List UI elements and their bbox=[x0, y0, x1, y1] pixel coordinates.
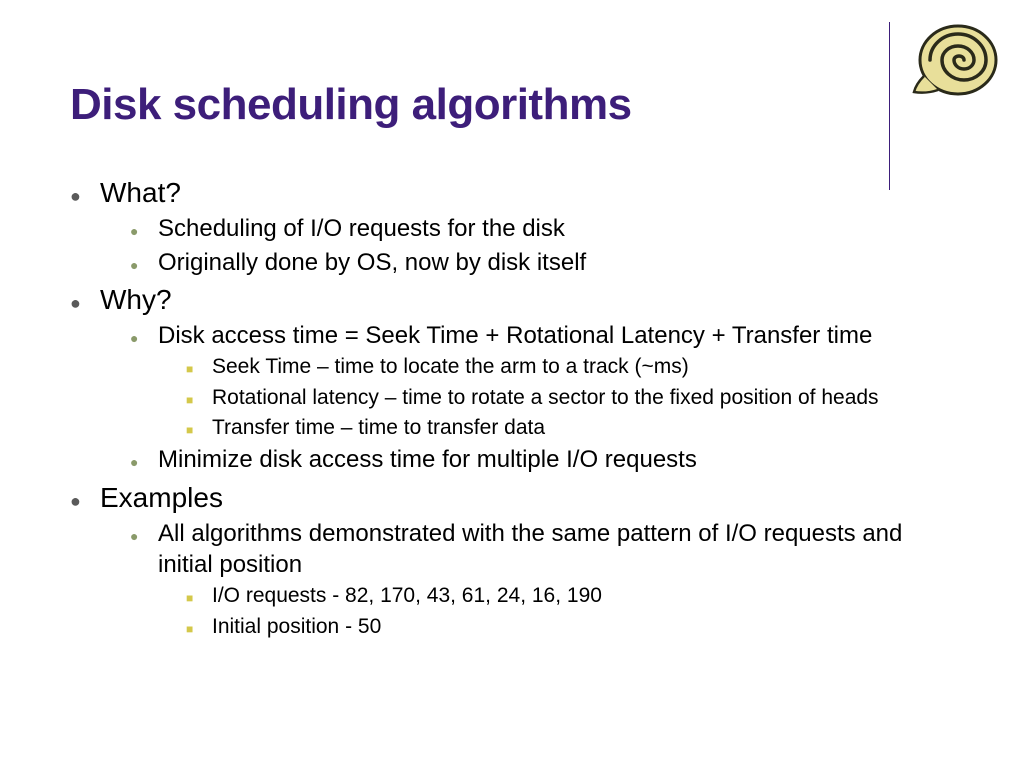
list-row: ■I/O requests - 82, 170, 43, 61, 24, 16,… bbox=[186, 582, 954, 610]
list-row: ●All algorithms demonstrated with the sa… bbox=[130, 518, 954, 580]
bullet-icon: ● bbox=[70, 185, 100, 208]
list-item-text: Scheduling of I/O requests for the disk bbox=[158, 213, 954, 244]
bullet-icon: ■ bbox=[186, 422, 212, 438]
bullet-icon: ● bbox=[130, 329, 158, 347]
list-row: ●Disk access time = Seek Time + Rotation… bbox=[130, 320, 954, 351]
list-item-text: All algorithms demonstrated with the sam… bbox=[158, 518, 954, 580]
sub-list: ■I/O requests - 82, 170, 43, 61, 24, 16,… bbox=[186, 582, 954, 641]
list-item: ●Originally done by OS, now by disk itse… bbox=[130, 247, 954, 278]
snail-icon bbox=[908, 16, 1002, 98]
list-row: ●What? bbox=[70, 175, 954, 211]
list-row: ●Originally done by OS, now by disk itse… bbox=[130, 247, 954, 278]
list-item-text: Examples bbox=[100, 480, 954, 516]
list-row: ●Scheduling of I/O requests for the disk bbox=[130, 213, 954, 244]
bullet-icon: ■ bbox=[186, 392, 212, 408]
sub-list: ■Seek Time – time to locate the arm to a… bbox=[186, 353, 954, 442]
sub-list: ●Scheduling of I/O requests for the disk… bbox=[130, 213, 954, 277]
bullet-icon: ● bbox=[70, 490, 100, 513]
list-item-text: Seek Time – time to locate the arm to a … bbox=[212, 353, 954, 381]
content-area: ●What?●Scheduling of I/O requests for th… bbox=[70, 175, 954, 645]
vertical-divider bbox=[889, 22, 890, 190]
list-item-text: What? bbox=[100, 175, 954, 211]
list-row: ●Minimize disk access time for multiple … bbox=[130, 444, 954, 475]
slide-title: Disk scheduling algorithms bbox=[70, 80, 890, 130]
list-item-text: Rotational latency – time to rotate a se… bbox=[212, 384, 954, 412]
list-item: ●Scheduling of I/O requests for the disk bbox=[130, 213, 954, 244]
bullet-list: ●What?●Scheduling of I/O requests for th… bbox=[70, 175, 954, 641]
list-item: ■I/O requests - 82, 170, 43, 61, 24, 16,… bbox=[186, 582, 954, 610]
list-row: ■Initial position - 50 bbox=[186, 613, 954, 641]
list-row: ■Seek Time – time to locate the arm to a… bbox=[186, 353, 954, 381]
bullet-icon: ■ bbox=[186, 361, 212, 377]
list-item-text: Initial position - 50 bbox=[212, 613, 954, 641]
sub-list: ●All algorithms demonstrated with the sa… bbox=[130, 518, 954, 641]
list-item: ■Rotational latency – time to rotate a s… bbox=[186, 384, 954, 412]
list-item: ■Seek Time – time to locate the arm to a… bbox=[186, 353, 954, 381]
list-item-text: Originally done by OS, now by disk itsel… bbox=[158, 247, 954, 278]
list-item: ●All algorithms demonstrated with the sa… bbox=[130, 518, 954, 641]
list-item: ■Transfer time – time to transfer data bbox=[186, 414, 954, 442]
bullet-icon: ● bbox=[130, 256, 158, 274]
sub-list: ●Disk access time = Seek Time + Rotation… bbox=[130, 320, 954, 475]
list-row: ●Why? bbox=[70, 282, 954, 318]
list-item: ■Initial position - 50 bbox=[186, 613, 954, 641]
title-area: Disk scheduling algorithms bbox=[70, 80, 890, 130]
list-item-text: Disk access time = Seek Time + Rotationa… bbox=[158, 320, 954, 351]
list-row: ●Examples bbox=[70, 480, 954, 516]
list-item: ●Minimize disk access time for multiple … bbox=[130, 444, 954, 475]
list-row: ■Transfer time – time to transfer data bbox=[186, 414, 954, 442]
list-item-text: Why? bbox=[100, 282, 954, 318]
bullet-icon: ● bbox=[130, 453, 158, 471]
list-item: ●Examples●All algorithms demonstrated wi… bbox=[70, 480, 954, 641]
list-item-text: Transfer time – time to transfer data bbox=[212, 414, 954, 442]
list-item: ●Disk access time = Seek Time + Rotation… bbox=[130, 320, 954, 442]
list-item: ●Why?●Disk access time = Seek Time + Rot… bbox=[70, 282, 954, 476]
bullet-icon: ● bbox=[70, 292, 100, 315]
list-item-text: Minimize disk access time for multiple I… bbox=[158, 444, 954, 475]
bullet-icon: ● bbox=[130, 222, 158, 240]
bullet-icon: ● bbox=[130, 527, 158, 545]
list-item-text: I/O requests - 82, 170, 43, 61, 24, 16, … bbox=[212, 582, 954, 610]
bullet-icon: ■ bbox=[186, 590, 212, 606]
list-item: ●What?●Scheduling of I/O requests for th… bbox=[70, 175, 954, 278]
list-row: ■Rotational latency – time to rotate a s… bbox=[186, 384, 954, 412]
bullet-icon: ■ bbox=[186, 621, 212, 637]
